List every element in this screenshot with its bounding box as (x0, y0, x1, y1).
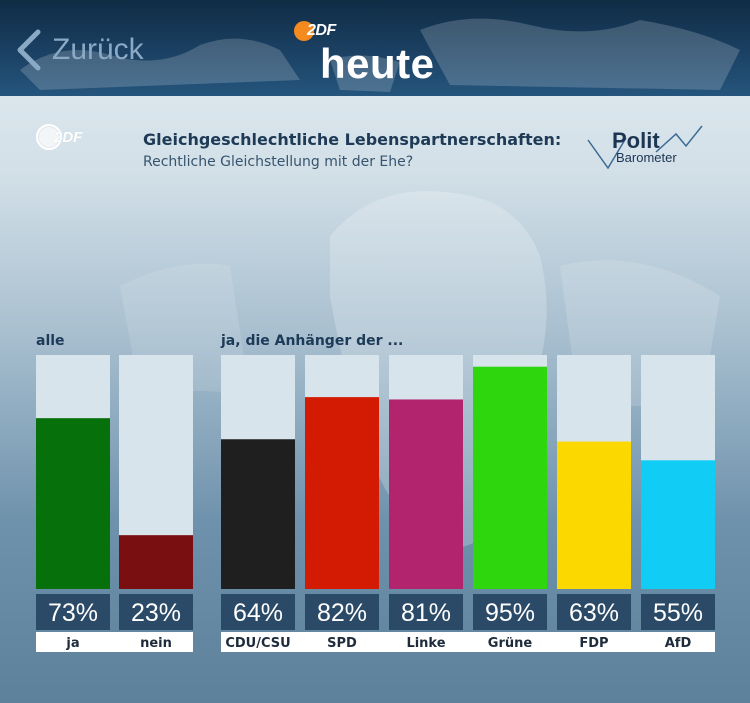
category-label: SPD (327, 636, 357, 651)
value-label: 55% (653, 599, 703, 627)
chevron-left-icon (17, 29, 41, 71)
value-label: 63% (569, 599, 619, 627)
bar-1 (36, 418, 110, 589)
bar-3 (221, 439, 295, 589)
chart-title: Gleichgeschlechtliche Lebenspartnerschaf… (143, 130, 562, 149)
value-label-box (36, 594, 110, 630)
app-header: Zurück 2DF heute (0, 0, 750, 96)
zdf-heute-logo: 2DF heute (294, 20, 464, 90)
bar-5 (389, 399, 463, 589)
bar-6 (473, 366, 547, 589)
value-label: 23% (131, 599, 181, 627)
zdf-dot-icon (36, 124, 62, 150)
brand-title: heute (320, 40, 435, 87)
value-label-box (557, 594, 631, 630)
value-label: 64% (233, 599, 283, 627)
category-label: AfD (665, 636, 692, 651)
value-label-box (473, 594, 547, 630)
bar-4 (305, 397, 379, 589)
value-label: 73% (48, 599, 98, 627)
barometer-word: Barometer (616, 150, 677, 165)
category-strip-supporters (221, 632, 715, 652)
group-label-supporters: ja, die Anhänger der ... (221, 333, 404, 349)
category-strip-all (36, 632, 193, 652)
back-button[interactable]: Zurück (14, 28, 144, 72)
group-label-all: alle (36, 333, 65, 349)
polit-word: Polit (612, 128, 660, 153)
value-label: 81% (401, 599, 451, 627)
zdf-logo-text: 2DF (307, 22, 336, 39)
category-label: Linke (406, 636, 445, 651)
bar-2 (119, 535, 193, 589)
bar-8 (641, 460, 715, 589)
value-label: 95% (485, 599, 535, 627)
value-label-box (389, 594, 463, 630)
value-label-box (119, 594, 193, 630)
bar-7 (557, 441, 631, 589)
category-label: ja (65, 636, 79, 651)
value-label: 82% (317, 599, 367, 627)
category-label: Grüne (488, 636, 533, 651)
barometer-check-icon (587, 125, 703, 170)
category-label: nein (140, 636, 172, 651)
world-map-background (20, 18, 740, 92)
zdf-logo: 2DF (294, 20, 336, 42)
value-label-box (305, 594, 379, 630)
value-label-box (221, 594, 295, 630)
back-label: Zurück (52, 33, 144, 66)
category-label: CDU/CSU (225, 636, 290, 651)
politbarometer-logo: Polit Barometer (586, 124, 706, 172)
chart-subtitle: Rechtliche Gleichstellung mit der Ehe? (143, 154, 414, 170)
zdf-watermark-logo: 2DF (36, 124, 82, 150)
zdf-small-logo-text: 2DF (54, 128, 83, 146)
value-label-box (641, 594, 715, 630)
zdf-dot-icon (294, 21, 314, 41)
category-label: FDP (579, 636, 608, 651)
